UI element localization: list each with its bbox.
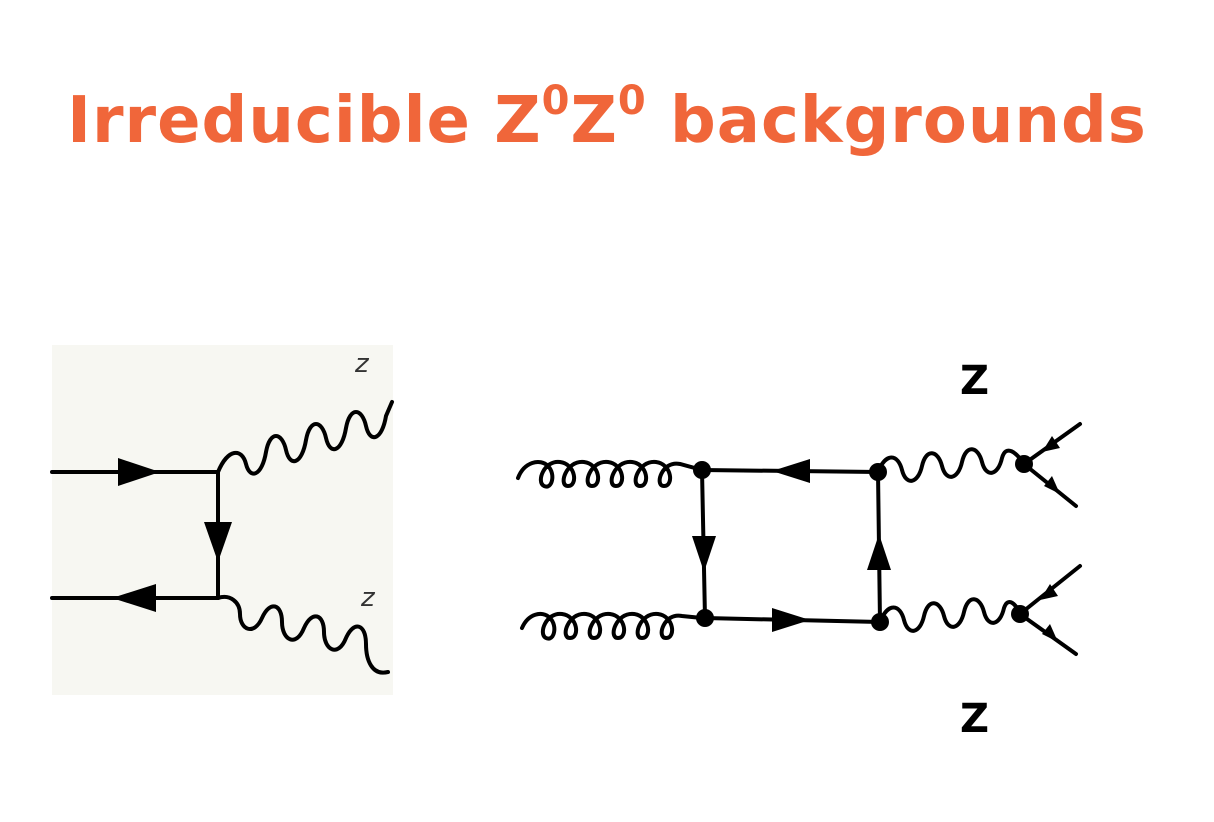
vertex-gluon-top [693,461,711,479]
right-vertices [693,455,1033,631]
right-gluon-top [516,459,704,489]
right-loop-right-arrow [867,534,891,570]
left-diagram-panel [52,345,393,695]
vertex-decay-bottom [1011,605,1029,623]
right-loop-bottom-arrow [772,608,810,632]
right-feynman-diagram [516,422,1082,656]
title-text-2: Z [570,84,618,158]
vertex-z-bottom [871,613,889,631]
left-z-boson-bottom [216,595,390,675]
title-text-1: Irreducible Z [67,84,542,158]
left-outgoing-arrow [112,584,156,612]
left-z-label-top: z [354,349,370,379]
title-superscript-2: 0 [617,78,647,124]
right-bottom-lepton-arrow-1 [1040,584,1058,600]
title-superscript-1: 0 [541,78,571,124]
right-z-boson-bottom [878,597,1022,633]
right-top-lepton-arrow-2 [1044,476,1060,494]
left-z-label-bottom: z [360,583,376,613]
right-z-label-bottom: Z [960,696,989,742]
vertex-gluon-bottom [696,609,714,627]
right-loop-left-arrow [692,536,716,572]
right-z-boson-top [876,447,1026,483]
left-z-boson-top [216,400,394,476]
title-text-3: backgrounds [646,84,1147,158]
right-z-label-top: Z [960,358,989,404]
vertex-z-top [869,463,887,481]
right-loop-top-arrow [772,459,810,483]
right-gluon-bottom [520,611,704,641]
left-feynman-diagram [50,400,394,675]
vertex-decay-top [1015,455,1033,473]
left-incoming-arrow [118,458,160,486]
right-top-lepton-arrow-1 [1042,436,1060,452]
slide-title: Irreducible Z0Z0 backgrounds [0,78,1214,158]
right-bottom-lepton-arrow-2 [1042,624,1058,642]
left-propagator-arrow [204,522,232,562]
